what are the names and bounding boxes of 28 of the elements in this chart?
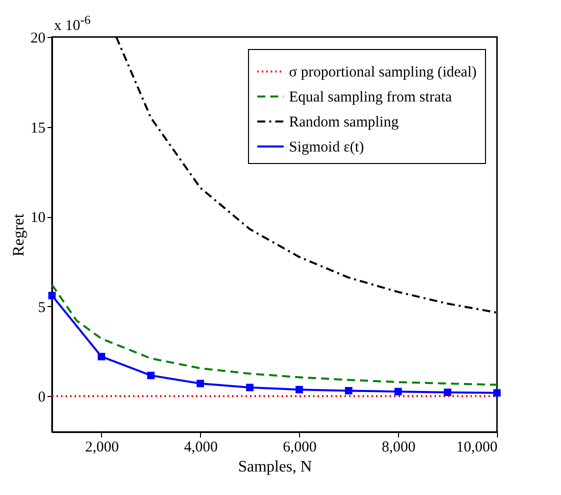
- y-tick-label: 0: [38, 390, 46, 406]
- y-axis-title: Regret: [10, 213, 28, 256]
- point: [196, 380, 204, 388]
- point: [48, 292, 56, 300]
- legend-label: Sigmoid ε(t): [289, 140, 364, 156]
- y-tick-label: 20: [30, 30, 46, 46]
- y-tick-label: 10: [30, 210, 46, 226]
- point: [246, 384, 254, 392]
- legend-label: Equal sampling from strata: [289, 90, 452, 106]
- point: [147, 372, 155, 380]
- line-series: [51, 284, 498, 386]
- point: [98, 352, 106, 360]
- point: [493, 389, 501, 397]
- x-tick-label: 2,000: [85, 440, 119, 456]
- point: [394, 388, 402, 396]
- y-tick-label: 5: [38, 300, 46, 316]
- legend-label: Random sampling: [289, 114, 400, 130]
- point: [296, 386, 303, 394]
- text: x 10$^{-6}$: [54, 13, 91, 35]
- point: [344, 386, 352, 394]
- x-tick-label: 8,000: [382, 440, 416, 456]
- legend-label: σ proportional sampling (ideal): [289, 64, 477, 80]
- x-axis-title: Samples, N: [238, 458, 312, 476]
- x-tick-label: 6,000: [282, 440, 317, 456]
- y-tick-label: 15: [30, 120, 46, 136]
- x-tick-label: 4,000: [184, 440, 218, 456]
- x-tick-label: 10,000: [456, 440, 498, 456]
- point: [444, 388, 452, 396]
